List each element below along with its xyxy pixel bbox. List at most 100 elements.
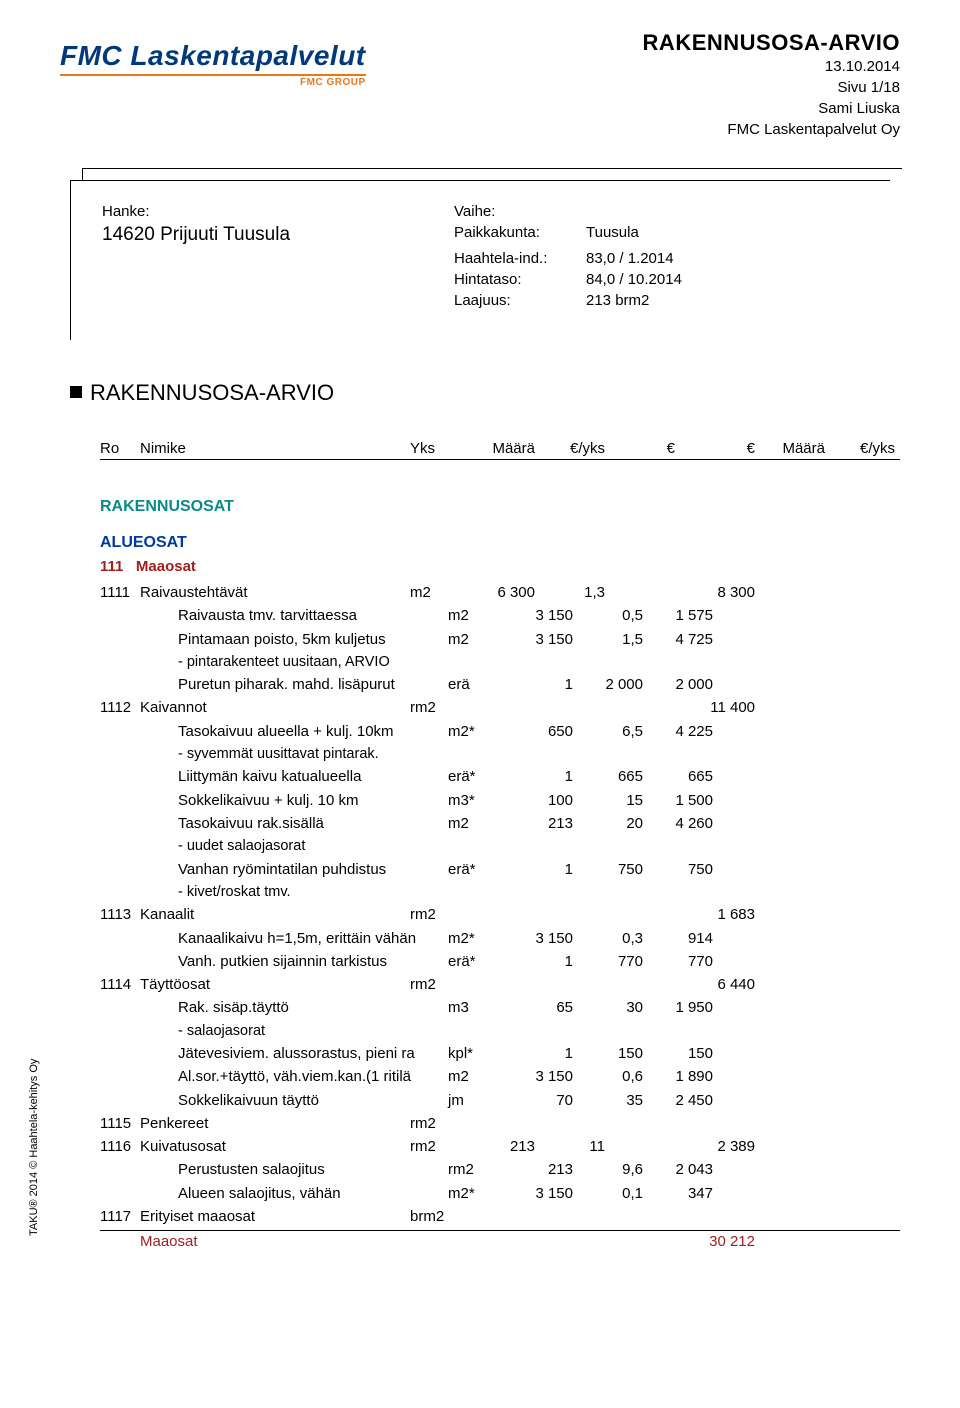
cell: [100, 1020, 140, 1042]
cell: 213: [503, 812, 573, 835]
group3-name: Maaosat: [136, 558, 196, 575]
cell: [713, 950, 793, 973]
cell: 4 725: [643, 628, 713, 651]
cell: [448, 1020, 503, 1042]
cell: 650: [503, 720, 573, 743]
table-row: Raivausta tmv. tarvittaessam23 1500,51 5…: [100, 604, 900, 627]
cell: [100, 604, 140, 627]
cell: Tasokaivuu rak.sisällä: [140, 812, 448, 835]
cell: brm2: [410, 1205, 465, 1228]
cell: m2: [448, 812, 503, 835]
cell: [100, 996, 140, 1019]
table-row: Liittymän kaivu katualueellaerä*1665665: [100, 765, 900, 788]
cell: [605, 1135, 675, 1158]
laajuus-value: 213 brm2: [586, 291, 686, 310]
cell: [675, 1112, 755, 1135]
cell: 30: [573, 996, 643, 1019]
cell: [573, 651, 643, 673]
cell: m2*: [448, 1182, 503, 1205]
cell: 1116: [100, 1135, 140, 1158]
cell: [605, 903, 675, 926]
cell: 770: [573, 950, 643, 973]
table-row: Pintamaan poisto, 5km kuljetusm23 1501,5…: [100, 628, 900, 651]
cell: [100, 1158, 140, 1181]
hanke-value: 14620 Prijuuti Tuusula: [102, 223, 452, 247]
cell: m2*: [448, 720, 503, 743]
cell: Pintamaan poisto, 5km kuljetus: [140, 628, 448, 651]
cell: [465, 903, 535, 926]
table-row: 1115Penkereetrm2: [100, 1112, 900, 1135]
cell: 665: [643, 765, 713, 788]
hanke-label: Hanke:: [102, 202, 452, 221]
cell: [503, 1020, 573, 1042]
cell: [448, 835, 503, 857]
group-alueosat: ALUEOSAT: [100, 534, 900, 552]
cell: [713, 743, 793, 765]
logo-main: FMC Laskentapalvelut: [60, 40, 366, 71]
cell: - pintarakenteet uusitaan, ARVIO: [140, 651, 448, 673]
table-row: Al.sor.+täyttö, väh.viem.kan.(1 ritiläm2…: [100, 1065, 900, 1088]
cell: 100: [503, 789, 573, 812]
cell: 2 000: [573, 673, 643, 696]
cell: 11 400: [675, 696, 755, 719]
cell: rm2: [410, 1135, 465, 1158]
cell: 2 450: [643, 1089, 713, 1112]
cell: 70: [503, 1089, 573, 1112]
header-right: RAKENNUSOSA-ARVIO 13.10.2014 Sivu 1/18 S…: [643, 30, 900, 140]
cell: 1 575: [643, 604, 713, 627]
cell: m2: [410, 581, 465, 604]
cell: erä*: [448, 765, 503, 788]
doc-title: RAKENNUSOSA-ARVIO: [643, 30, 900, 56]
cell: 1 890: [643, 1065, 713, 1088]
cell: [100, 743, 140, 765]
cell: rm2: [410, 696, 465, 719]
cell: [643, 1020, 713, 1042]
cell: [605, 1112, 675, 1135]
cell: [713, 651, 793, 673]
cell: 8 300: [675, 581, 755, 604]
cell: [535, 903, 605, 926]
cell: [713, 604, 793, 627]
cell: [100, 789, 140, 812]
cell: 0,3: [573, 927, 643, 950]
cell: 3 150: [503, 604, 573, 627]
cell: Penkereet: [140, 1112, 410, 1135]
cell: [713, 1042, 793, 1065]
cell: [713, 927, 793, 950]
group3-code: 111: [100, 558, 123, 575]
cell: 9,6: [573, 1158, 643, 1181]
cell: Täyttöosat: [140, 973, 410, 996]
cell: 1,3: [535, 581, 605, 604]
cell: jm: [448, 1089, 503, 1112]
cell: [573, 881, 643, 903]
cell: 750: [643, 858, 713, 881]
cell: 1113: [100, 903, 140, 926]
cell: [713, 881, 793, 903]
table-row: Sokkelikaivuu + kulj. 10 kmm3*100151 500: [100, 789, 900, 812]
cell: 0,1: [573, 1182, 643, 1205]
cell: [605, 1205, 675, 1228]
cell: m2: [448, 628, 503, 651]
cell: [465, 1112, 535, 1135]
cell: 2 000: [643, 673, 713, 696]
cell: [605, 973, 675, 996]
cell: 150: [573, 1042, 643, 1065]
vaihe-label: Vaihe:: [454, 202, 584, 221]
cell: 347: [643, 1182, 713, 1205]
cell: [643, 743, 713, 765]
cell: 1111: [100, 581, 140, 604]
cell: Alueen salaojitus, vähän: [140, 1182, 448, 1205]
cell: [100, 1089, 140, 1112]
table-row: 1113Kanaalitrm21 683: [100, 903, 900, 926]
cell: 6 440: [675, 973, 755, 996]
cell: [100, 765, 140, 788]
cell: Jätevesiviem. alussorastus, pieni ra: [140, 1042, 448, 1065]
total-label: Maaosat: [140, 1233, 410, 1250]
table-row: 1117Erityiset maaosatbrm2: [100, 1205, 900, 1228]
table-row: Perustusten salaojitusrm22139,62 043: [100, 1158, 900, 1181]
cell: rm2: [410, 1112, 465, 1135]
cell: 1117: [100, 1205, 140, 1228]
cell: Kaivannot: [140, 696, 410, 719]
table-row: Rak. sisäp.täyttöm365301 950: [100, 996, 900, 1019]
col-eyks2: €/yks: [825, 440, 895, 457]
